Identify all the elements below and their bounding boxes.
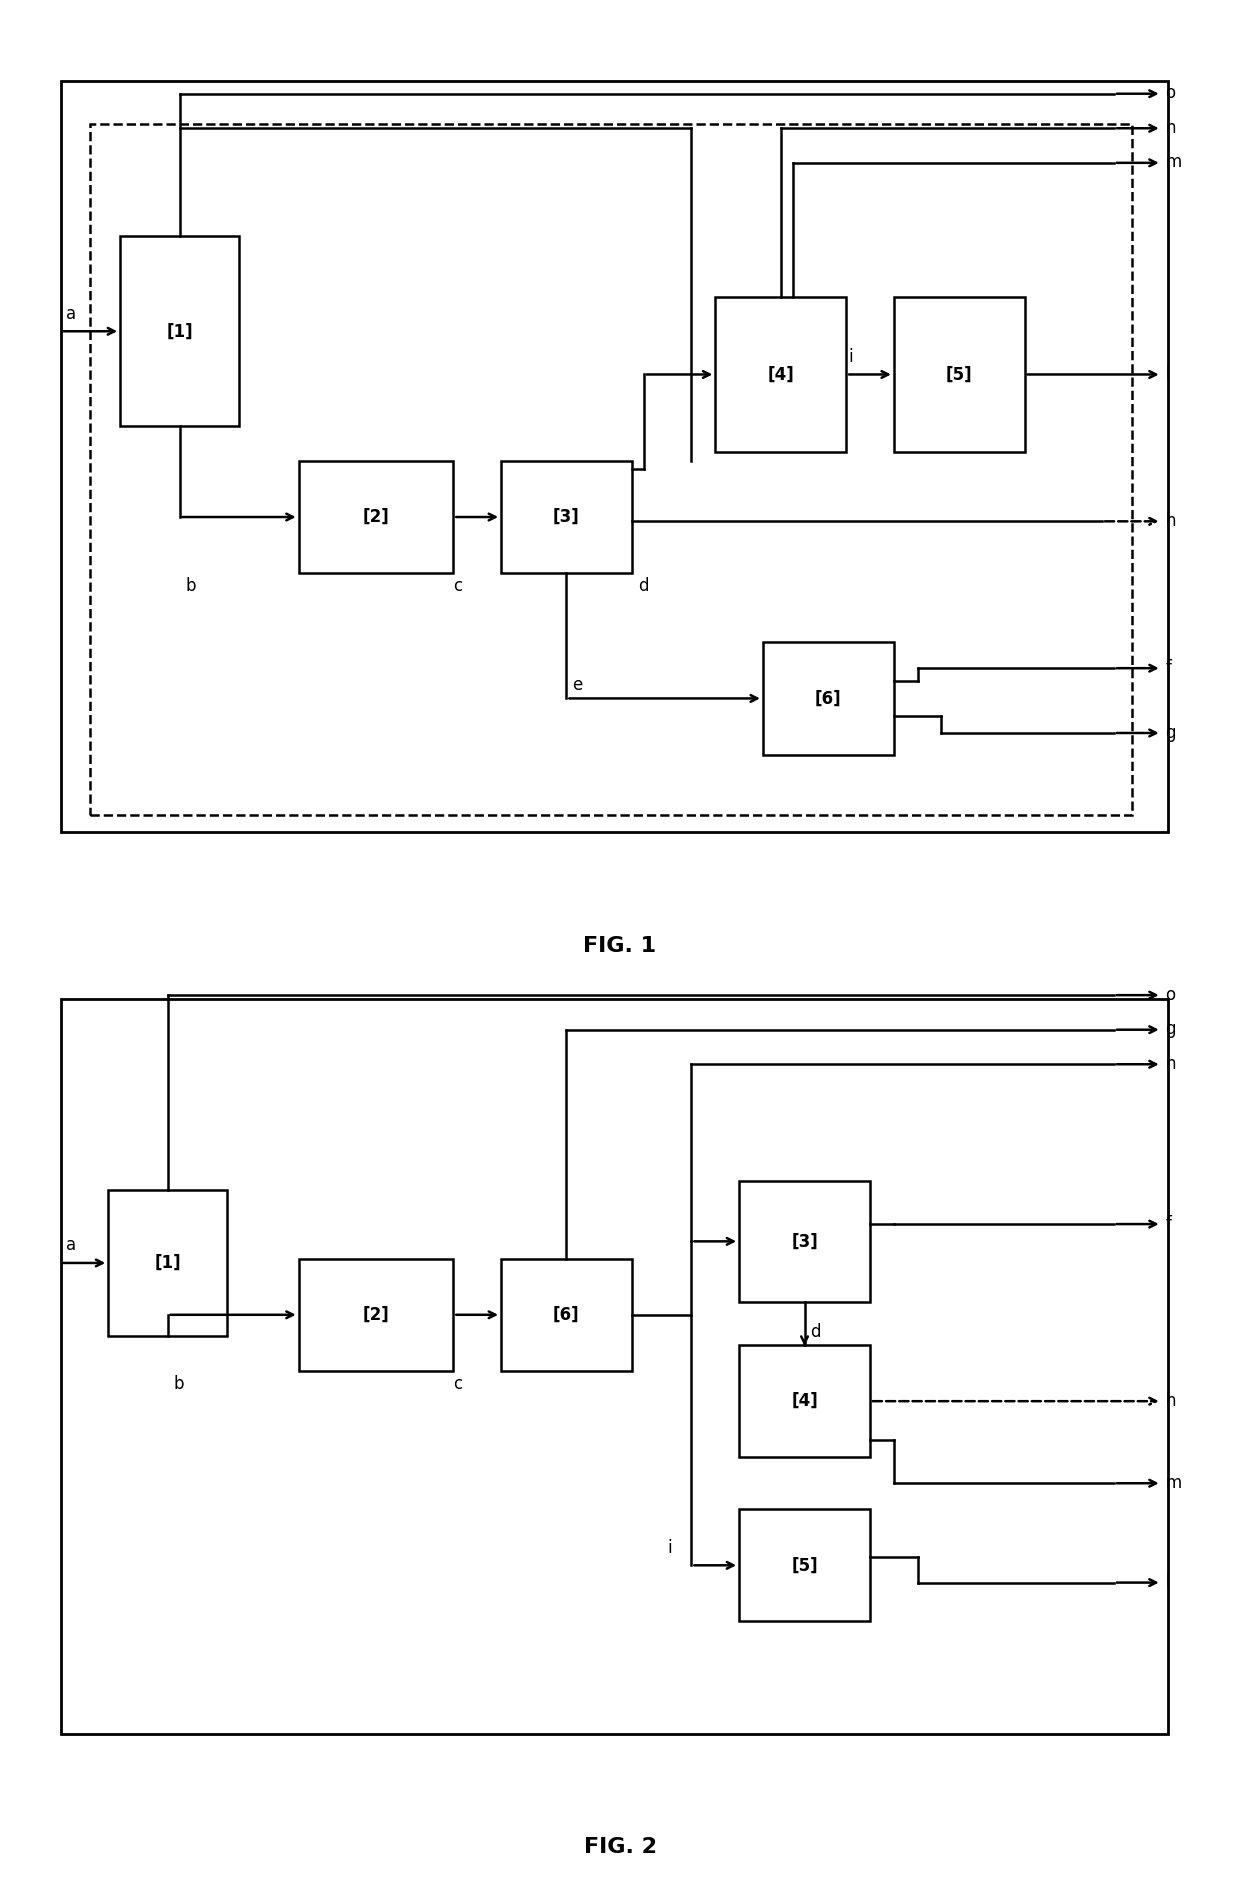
Text: g: g bbox=[1166, 723, 1176, 742]
Text: [5]: [5] bbox=[791, 1557, 818, 1574]
Text: l: l bbox=[1166, 1574, 1169, 1591]
Text: i: i bbox=[848, 347, 853, 366]
Text: b: b bbox=[186, 577, 196, 595]
Text: n: n bbox=[1166, 1055, 1176, 1072]
Bar bbox=[61, 999, 1168, 1733]
Bar bbox=[894, 297, 1024, 453]
Text: o: o bbox=[1166, 986, 1176, 1003]
Text: a: a bbox=[67, 1236, 77, 1255]
Text: b: b bbox=[174, 1375, 184, 1393]
Bar bbox=[501, 460, 632, 573]
Bar bbox=[61, 81, 1168, 832]
Text: [6]: [6] bbox=[815, 689, 842, 708]
Text: [6]: [6] bbox=[553, 1305, 580, 1324]
Bar bbox=[91, 124, 1132, 815]
Text: f: f bbox=[1166, 1215, 1171, 1232]
Bar bbox=[501, 1258, 632, 1371]
Bar bbox=[739, 1510, 870, 1621]
Text: [2]: [2] bbox=[362, 509, 389, 526]
Text: c: c bbox=[454, 1375, 463, 1393]
Text: [4]: [4] bbox=[791, 1392, 818, 1410]
Bar bbox=[120, 237, 239, 426]
Text: d: d bbox=[811, 1322, 821, 1341]
Text: FIG. 1: FIG. 1 bbox=[584, 935, 656, 956]
Text: i: i bbox=[667, 1538, 672, 1557]
Text: [3]: [3] bbox=[791, 1232, 818, 1251]
Text: e: e bbox=[573, 676, 583, 695]
Text: m: m bbox=[1166, 154, 1182, 171]
Text: [1]: [1] bbox=[154, 1255, 181, 1271]
Text: [3]: [3] bbox=[553, 509, 580, 526]
Text: [4]: [4] bbox=[768, 366, 794, 383]
Text: h: h bbox=[1166, 513, 1176, 530]
Text: d: d bbox=[637, 577, 649, 595]
Bar bbox=[739, 1345, 870, 1457]
Text: a: a bbox=[67, 304, 77, 323]
Bar bbox=[299, 460, 454, 573]
Text: o: o bbox=[1166, 85, 1176, 101]
Text: [2]: [2] bbox=[362, 1305, 389, 1324]
Text: f: f bbox=[1166, 659, 1171, 676]
Text: FIG. 2: FIG. 2 bbox=[584, 1837, 656, 1857]
Text: l: l bbox=[1166, 364, 1169, 383]
Bar bbox=[763, 642, 894, 755]
Text: [5]: [5] bbox=[946, 366, 972, 383]
Text: h: h bbox=[1166, 1392, 1176, 1410]
Text: g: g bbox=[1166, 1020, 1176, 1039]
Text: n: n bbox=[1166, 118, 1176, 137]
Bar bbox=[299, 1258, 454, 1371]
Bar bbox=[715, 297, 846, 453]
Text: [1]: [1] bbox=[166, 323, 193, 340]
Text: m: m bbox=[1166, 1474, 1182, 1491]
Text: c: c bbox=[454, 577, 463, 595]
Bar bbox=[739, 1181, 870, 1301]
Bar bbox=[108, 1189, 227, 1337]
